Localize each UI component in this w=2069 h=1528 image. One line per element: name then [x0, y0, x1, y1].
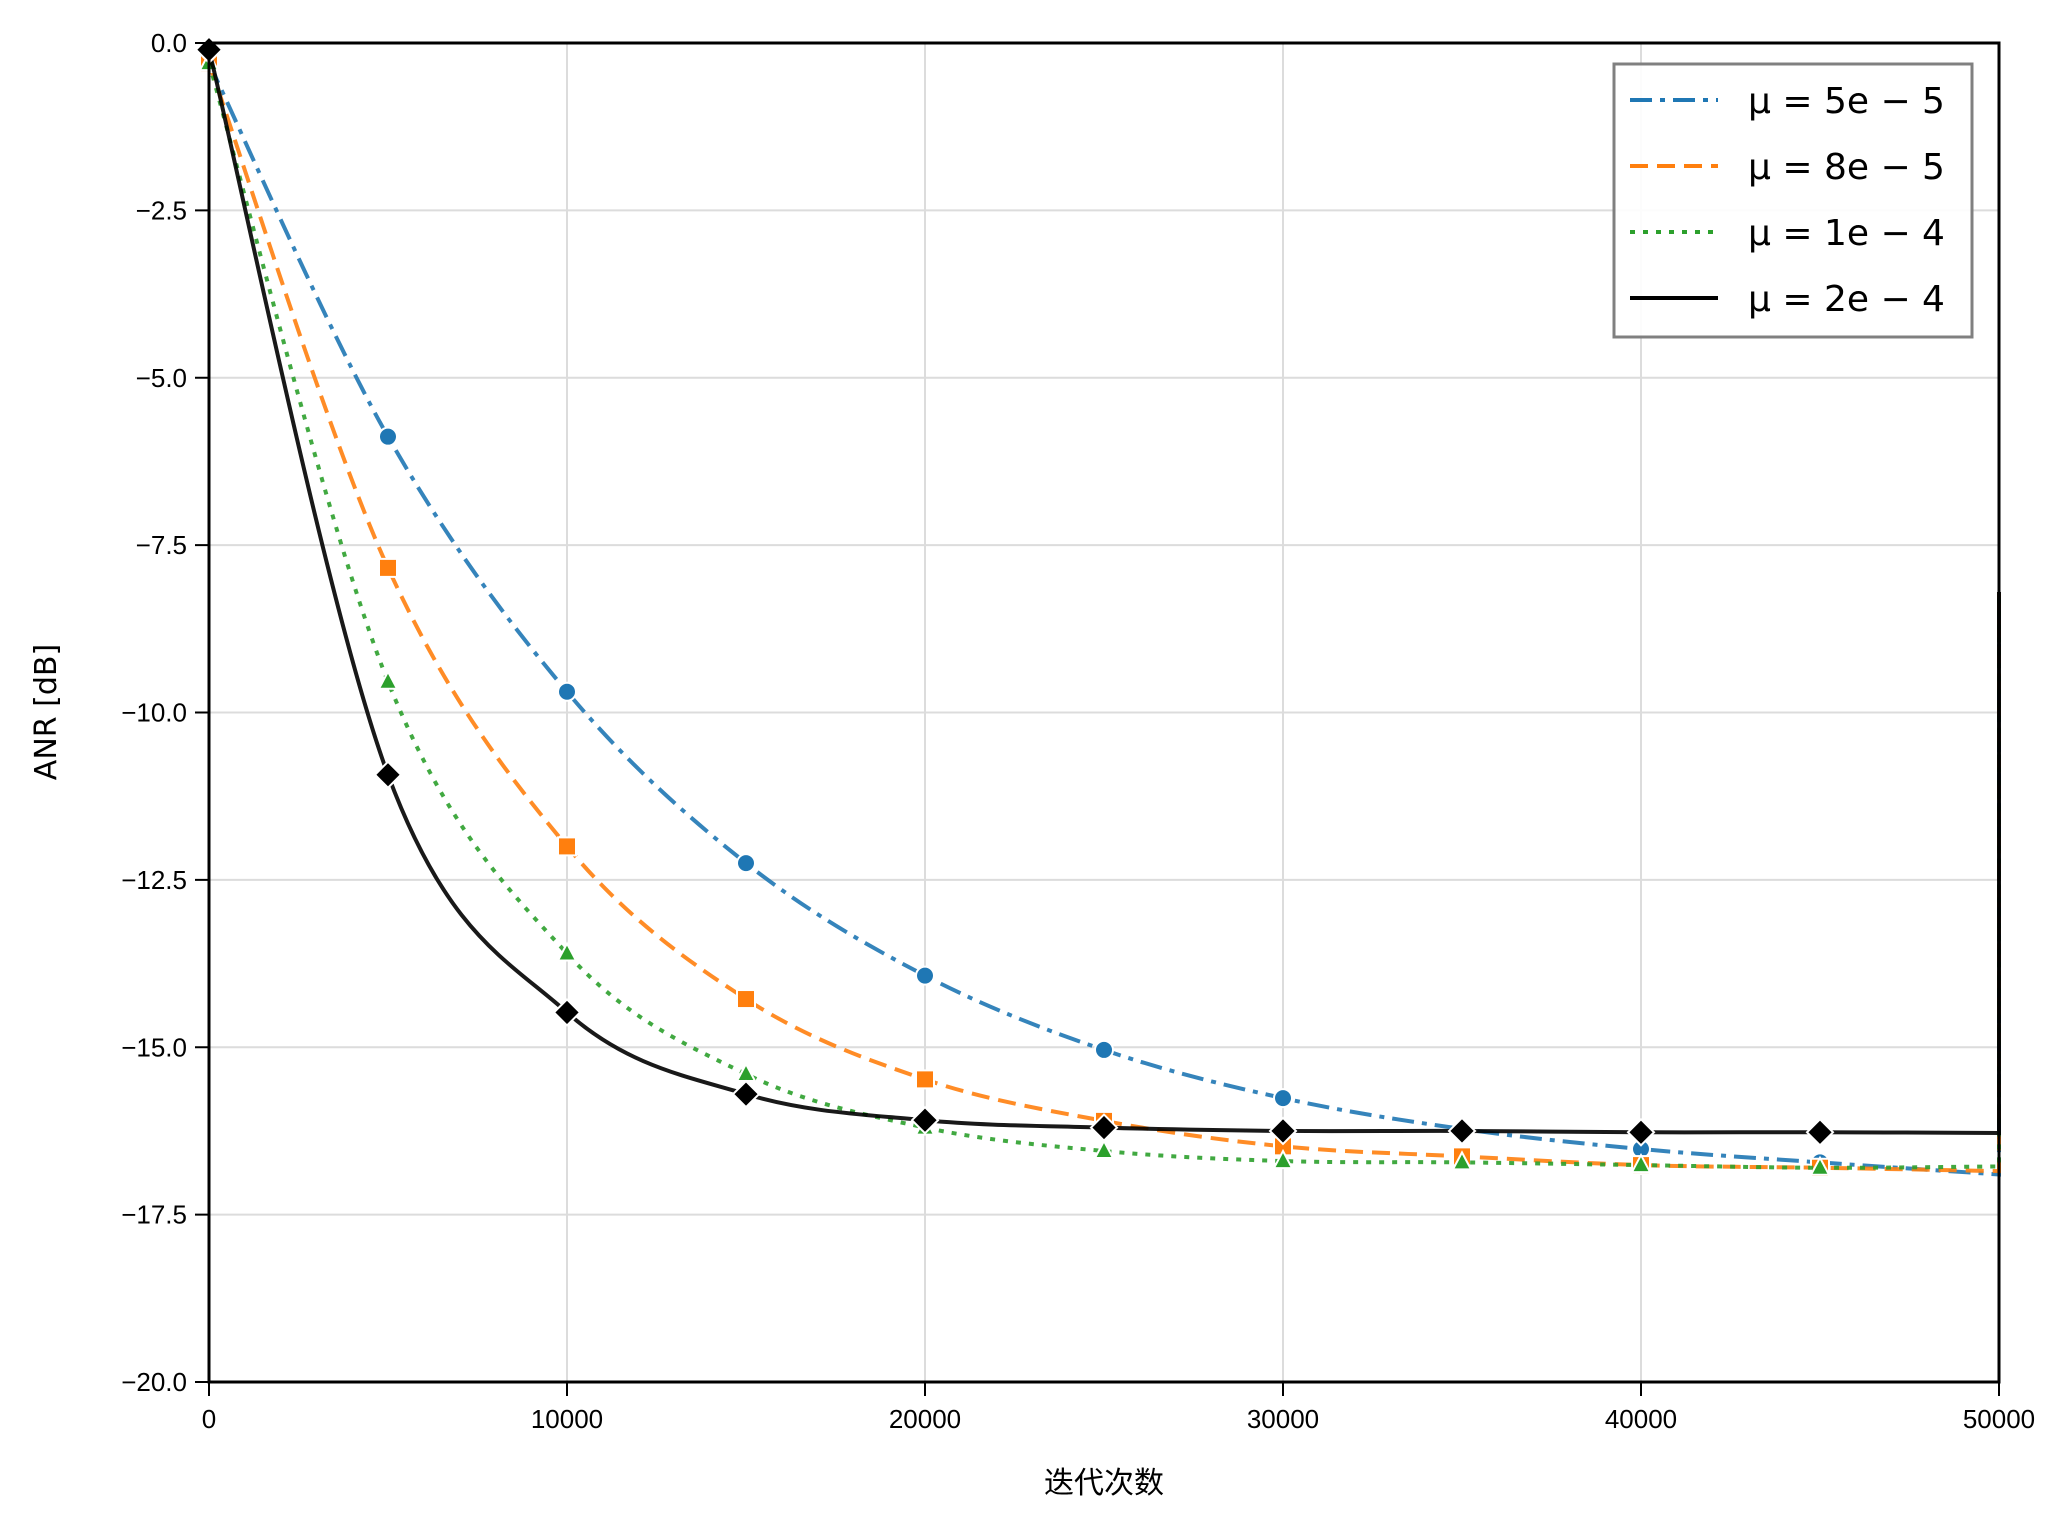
- y-tick-label: −20.0: [121, 1367, 187, 1397]
- series-line: [207, 62, 2001, 1170]
- legend-label: μ = 1e − 4: [1748, 213, 1945, 254]
- square-marker: [736, 989, 756, 1010]
- triangle-marker: [1272, 1148, 1294, 1170]
- y-tick-label: −10.0: [121, 698, 187, 728]
- diamond-marker: [1626, 1117, 1656, 1147]
- diamond-marker: [373, 760, 403, 790]
- axis-ticks: 0 10000 20000 30000 40000 50000 0.0 −2.5 −5.0 −7.…: [121, 28, 2035, 1434]
- x-tick-label: 10000: [531, 1404, 603, 1434]
- y-tick-label: −5.0: [136, 363, 187, 393]
- circle-marker: [1094, 1039, 1114, 1060]
- triangle-marker: [1630, 1152, 1652, 1174]
- legend-frame: [1612, 62, 1974, 339]
- circle-marker: [378, 426, 398, 447]
- x-axis-label: 迭代次数: [1044, 1466, 1164, 1501]
- x-tick-label: 50000: [1963, 1404, 2035, 1434]
- y-tick-label: −12.5: [121, 865, 187, 895]
- legend-label: μ = 2e − 4: [1748, 279, 1945, 320]
- diamond-marker: [1089, 1113, 1119, 1143]
- legend: μ = 5e − 5 μ = 8e − 5 μ = 1e − 4 μ = 2e − 4: [1612, 62, 1974, 339]
- triangle-marker: [556, 941, 578, 962]
- square-marker: [557, 836, 577, 857]
- circle-marker: [1273, 1088, 1293, 1109]
- series-triangle: [198, 50, 2001, 1176]
- circle-marker: [736, 853, 756, 874]
- triangle-marker: [1809, 1155, 1831, 1176]
- y-tick-label: −7.5: [136, 530, 187, 560]
- series-diamond: [194, 35, 2001, 1147]
- y-tick-label: 0.0: [151, 28, 187, 58]
- diamond-marker: [731, 1079, 761, 1109]
- diamond-marker: [910, 1105, 940, 1135]
- y-tick-label: −17.5: [121, 1200, 187, 1230]
- y-axis-label: ANR [dB]: [29, 644, 64, 780]
- diamond-marker: [1268, 1116, 1298, 1146]
- square-marker: [915, 1069, 935, 1090]
- triangle-marker: [1451, 1150, 1473, 1171]
- series-line: [207, 62, 2001, 1177]
- diamond-marker: [1447, 1116, 1477, 1146]
- circle-marker: [557, 681, 577, 702]
- circle-marker: [915, 965, 935, 986]
- diamond-marker: [1805, 1117, 1835, 1147]
- legend-label: μ = 8e − 5: [1748, 147, 1945, 188]
- diamond-marker: [552, 998, 582, 1027]
- triangle-marker: [1093, 1138, 1115, 1160]
- y-tick-label: −2.5: [136, 195, 187, 225]
- x-tick-label: 0: [202, 1404, 216, 1434]
- x-tick-label: 40000: [1605, 1404, 1677, 1434]
- y-tick-label: −15.0: [121, 1032, 187, 1062]
- triangle-marker: [377, 669, 399, 690]
- series-line: [207, 62, 2001, 1174]
- x-tick-label: 20000: [889, 1404, 961, 1434]
- legend-label: μ = 5e − 5: [1748, 81, 1945, 122]
- x-tick-label: 30000: [1247, 1404, 1319, 1434]
- series-layer: [194, 35, 2001, 1178]
- square-marker: [378, 557, 398, 578]
